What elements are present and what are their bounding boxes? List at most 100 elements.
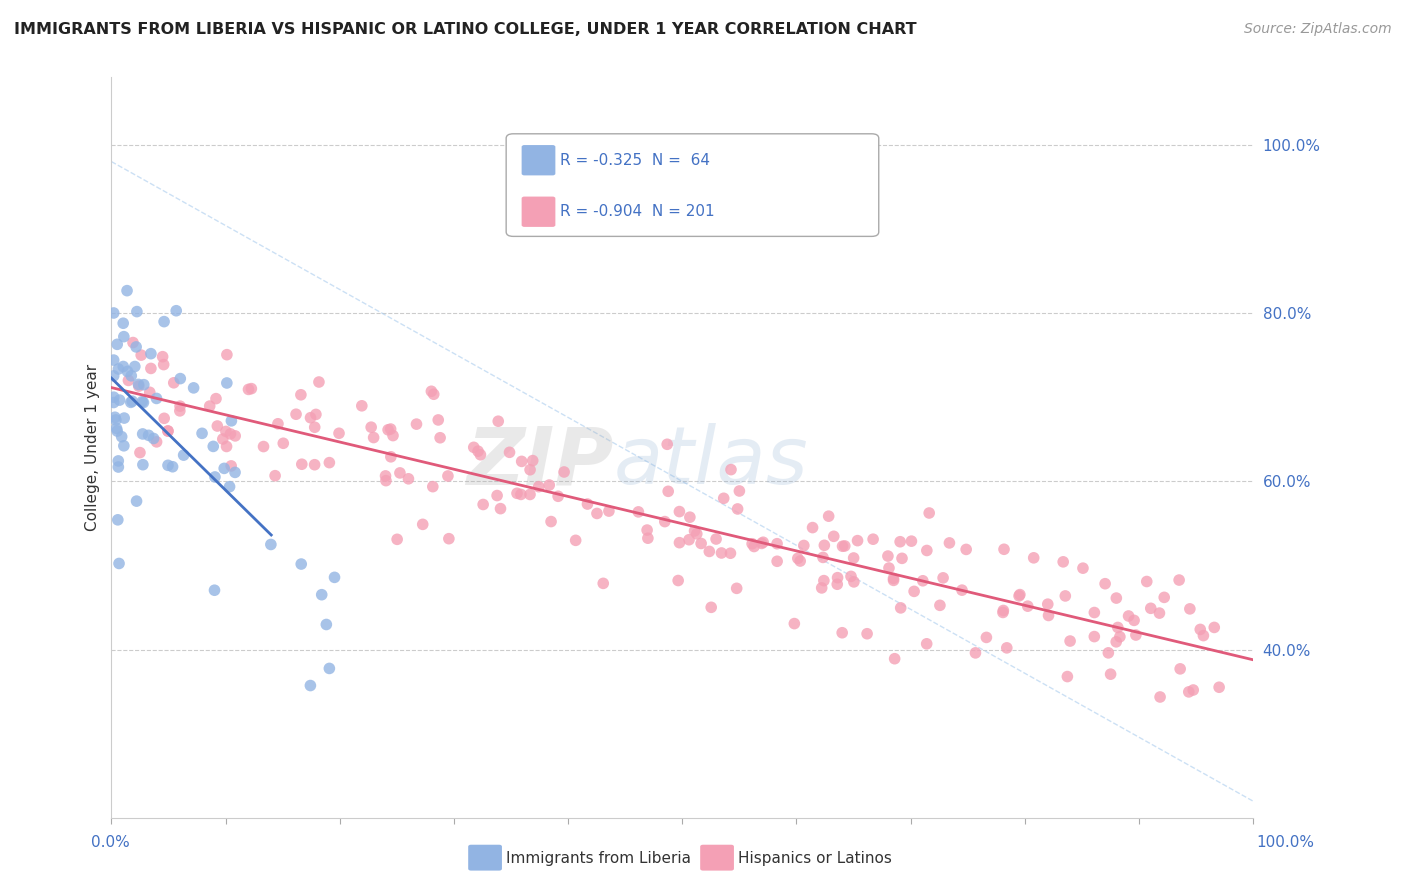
Point — [1168, 662, 1191, 676]
Point — [131, 394, 153, 409]
Text: atlas: atlas — [613, 424, 808, 501]
Point — [162, 459, 184, 474]
Point — [305, 408, 328, 422]
Point — [132, 458, 155, 472]
Point — [742, 540, 765, 554]
Point — [132, 395, 155, 409]
Point — [145, 392, 167, 406]
Point — [139, 361, 162, 376]
Point — [112, 411, 135, 425]
Point — [398, 472, 420, 486]
Point — [915, 637, 938, 651]
Point — [267, 417, 290, 431]
Point — [509, 487, 531, 501]
Point — [103, 390, 125, 404]
Text: IMMIGRANTS FROM LIBERIA VS HISPANIC OR LATINO COLLEGE, UNDER 1 YEAR CORRELATION : IMMIGRANTS FROM LIBERIA VS HISPANIC OR L… — [14, 22, 917, 37]
Point — [883, 651, 905, 665]
Point — [486, 489, 509, 503]
Point — [304, 420, 326, 434]
Point — [103, 353, 125, 368]
Point — [308, 375, 330, 389]
Point — [375, 474, 398, 488]
Point — [105, 337, 128, 351]
Point — [173, 448, 195, 462]
Text: 0.0%: 0.0% — [91, 836, 131, 850]
Text: Immigrants from Liberia: Immigrants from Liberia — [506, 851, 692, 865]
Point — [103, 306, 125, 320]
Point — [668, 535, 690, 549]
Text: 100.0%: 100.0% — [1257, 836, 1315, 850]
Point — [486, 414, 509, 428]
Point — [1097, 646, 1119, 660]
Point — [547, 489, 569, 503]
Point — [576, 497, 599, 511]
Point — [598, 504, 620, 518]
Point — [405, 417, 427, 431]
Point — [156, 424, 179, 438]
Point — [323, 570, 346, 584]
Point — [813, 538, 835, 552]
Point — [506, 486, 529, 500]
Point — [125, 340, 148, 354]
Point — [704, 532, 727, 546]
Point — [1071, 561, 1094, 575]
Point — [1136, 574, 1159, 589]
Point — [839, 569, 862, 583]
Point — [224, 429, 246, 443]
Point — [191, 426, 214, 441]
Point — [103, 368, 125, 383]
Point — [304, 458, 326, 472]
Point — [108, 393, 131, 408]
Point — [519, 487, 541, 501]
Point — [240, 382, 263, 396]
Point — [728, 483, 751, 498]
Point — [700, 600, 723, 615]
Point — [686, 527, 709, 541]
Point — [883, 574, 905, 588]
Point — [654, 515, 676, 529]
Point — [377, 423, 399, 437]
Point — [993, 542, 1015, 557]
Point — [412, 517, 434, 532]
Point — [1108, 630, 1130, 644]
Point — [129, 445, 152, 459]
Point — [125, 304, 148, 318]
Point — [862, 532, 884, 546]
Point — [786, 551, 808, 566]
Point — [121, 394, 143, 409]
Point — [1036, 597, 1059, 611]
Point — [817, 509, 839, 524]
Point — [427, 413, 450, 427]
Point — [117, 364, 139, 378]
Point — [789, 554, 811, 568]
Point — [527, 480, 550, 494]
Point — [1192, 629, 1215, 643]
Point — [1178, 602, 1201, 616]
Point — [911, 574, 934, 588]
Point — [138, 428, 160, 442]
Point — [120, 395, 142, 409]
Point — [1017, 599, 1039, 614]
Point — [710, 546, 733, 560]
Point — [363, 431, 385, 445]
Point — [741, 537, 763, 551]
Point — [1149, 606, 1171, 620]
Point — [350, 399, 373, 413]
Point — [938, 536, 960, 550]
Point — [264, 468, 287, 483]
Point — [995, 640, 1018, 655]
Point — [713, 491, 735, 506]
Point — [105, 421, 128, 435]
Point — [683, 524, 706, 538]
Point — [212, 461, 235, 475]
Point — [1008, 589, 1031, 603]
Point — [825, 577, 848, 591]
Point — [291, 457, 314, 471]
Point — [219, 426, 242, 441]
Point — [831, 625, 853, 640]
Point — [955, 542, 977, 557]
Point — [360, 420, 382, 434]
Point — [382, 428, 405, 442]
Point — [1178, 685, 1201, 699]
Point — [752, 535, 775, 549]
